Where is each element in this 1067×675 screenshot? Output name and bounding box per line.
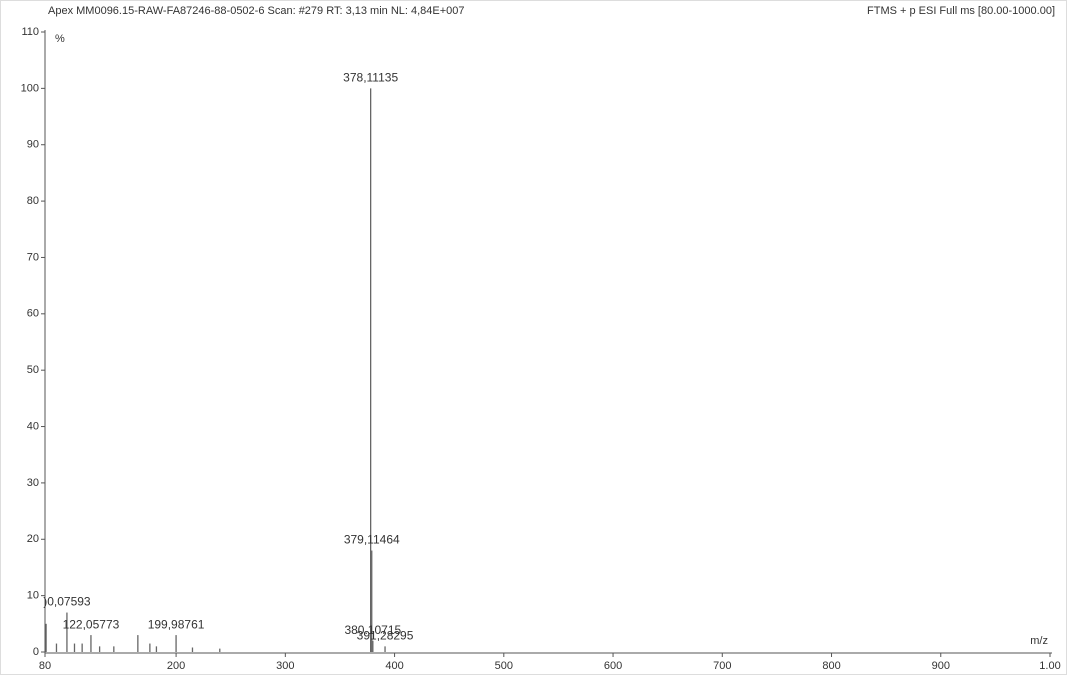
peak-label: )0,07593	[43, 595, 91, 609]
y-tick-label: 80	[27, 195, 39, 207]
y-tick-label: 90	[27, 139, 39, 151]
x-tick-label: 1.00	[1039, 660, 1060, 672]
y-tick-label: 10	[27, 590, 39, 602]
y-tick-label: 110	[21, 26, 39, 38]
x-tick-label: 900	[932, 660, 950, 672]
y-tick-label: 0	[33, 646, 39, 658]
y-tick-label: 60	[27, 308, 39, 320]
peak-label: 380.10715	[344, 623, 401, 637]
chart-subtitle: FTMS + p ESI Full ms [80.00-1000.00]	[867, 5, 1055, 17]
x-tick-label: 400	[385, 660, 403, 672]
x-tick-label: 600	[604, 660, 622, 672]
x-tick-label: 200	[167, 660, 185, 672]
x-tick-label: 300	[276, 660, 294, 672]
peak-label: 391,28295	[357, 629, 414, 643]
peak-label: 379,11464	[344, 533, 400, 547]
y-tick-label: 100	[21, 82, 39, 94]
y-axis-label: %	[55, 33, 65, 45]
x-tick-label: 500	[495, 660, 513, 672]
y-tick-label: 40	[27, 420, 39, 432]
peak-label: 199,98761	[148, 617, 205, 631]
y-tick-label: 30	[27, 477, 39, 489]
y-tick-label: 70	[27, 251, 39, 263]
y-tick-label: 20	[27, 533, 39, 545]
chart-title: Apex MM0096.15-RAW-FA87246-88-0502-6 Sca…	[48, 5, 465, 17]
x-tick-label: 80	[39, 660, 51, 672]
peak-label: 378,11135	[343, 71, 398, 85]
peak-label: 122,05773	[63, 617, 120, 631]
y-tick-label: 50	[27, 364, 39, 376]
x-tick-label: 800	[822, 660, 840, 672]
x-axis-label: m/z	[1030, 635, 1048, 647]
x-tick-label: 700	[713, 660, 731, 672]
